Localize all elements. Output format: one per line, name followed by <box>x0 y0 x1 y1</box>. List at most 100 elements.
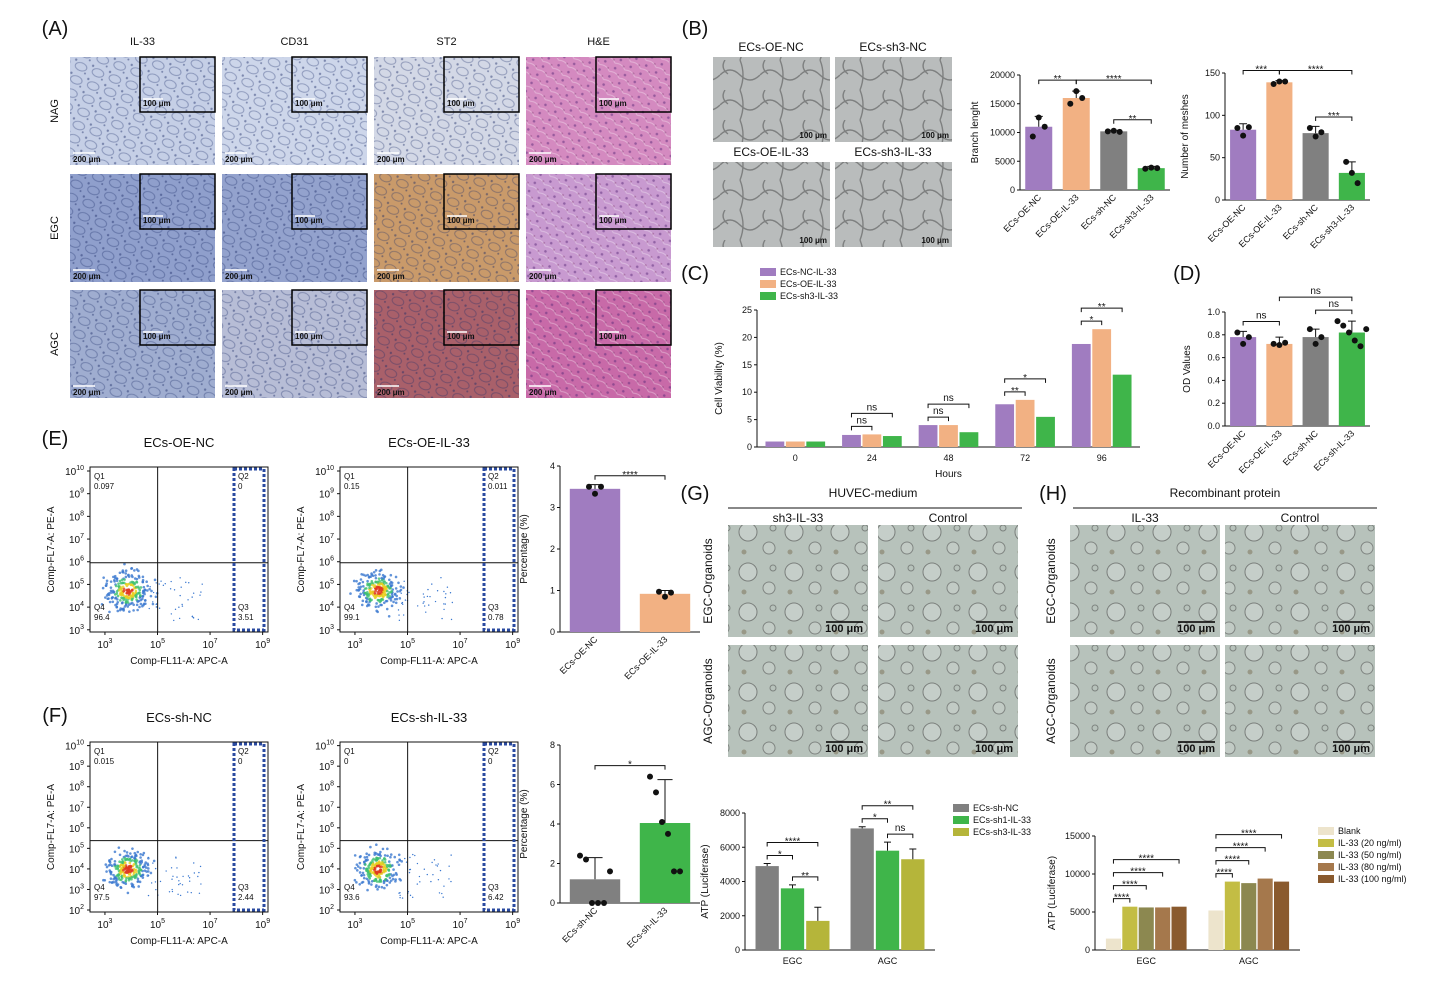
event-dot <box>386 847 389 851</box>
y-tick-label: 0 <box>735 945 740 955</box>
event-dot <box>141 595 145 598</box>
significance-label: **** <box>1216 868 1232 879</box>
event-dot <box>130 882 134 886</box>
event-dot <box>130 588 134 592</box>
event-dot <box>379 592 382 596</box>
data-point <box>1340 322 1347 329</box>
event-dot <box>355 869 359 872</box>
event-dot <box>125 851 129 854</box>
tick-label: 106 <box>319 822 334 835</box>
event-dot <box>390 589 393 593</box>
tick-label: 109 <box>69 488 84 501</box>
y-tick-label: 0 <box>550 627 555 637</box>
event-dot <box>386 592 390 596</box>
event-dot <box>379 603 382 607</box>
x-axis-label: Comp-FL11-A: APC-A <box>380 936 478 947</box>
event-dot <box>142 585 146 589</box>
data-point <box>1282 339 1289 346</box>
event-dot <box>435 864 437 866</box>
tick-label: 108 <box>69 781 84 794</box>
tick-exponent: 5 <box>330 578 334 585</box>
event-dot <box>119 586 123 590</box>
event-dot <box>388 597 391 600</box>
inset-texture <box>139 289 216 346</box>
event-dot <box>373 864 377 867</box>
event-dot <box>136 850 140 854</box>
event-dot <box>367 875 371 879</box>
event-dot <box>374 885 378 889</box>
event-dot <box>200 591 202 593</box>
event-dot <box>109 863 112 867</box>
scale-label: 200 μm <box>225 388 253 397</box>
legend-label: IL-33 (20 ng/ml) <box>1338 838 1402 848</box>
event-dot <box>374 877 378 881</box>
event-dot <box>131 595 135 599</box>
event-dot <box>129 583 133 587</box>
quadrant-value: 0.015 <box>94 757 115 766</box>
event-dot <box>109 877 113 880</box>
tick-base: 10 <box>319 580 331 591</box>
event-dot <box>404 599 407 601</box>
event-dot <box>128 589 131 592</box>
event-dot <box>109 871 112 874</box>
event-dot <box>402 603 404 605</box>
significance-label: ** <box>1129 114 1137 125</box>
y-tick-label: 0.0 <box>1207 421 1220 431</box>
bar <box>901 859 925 950</box>
data-point <box>1334 318 1341 325</box>
event-dot <box>178 617 181 620</box>
quadrant-name: Q3 <box>238 883 249 892</box>
event-dot <box>138 596 142 599</box>
panel-label: (A) <box>42 18 69 40</box>
tick-label: 109 <box>69 760 84 773</box>
tick-base: 10 <box>400 640 412 651</box>
event-dot <box>138 864 142 867</box>
event-dot <box>353 878 357 882</box>
legend-swatch <box>1318 827 1334 835</box>
event-dot <box>141 865 145 869</box>
error-bar <box>884 841 891 851</box>
panel-label: (B) <box>682 18 709 40</box>
bar <box>862 434 882 447</box>
bar <box>569 879 621 903</box>
tick-base: 10 <box>69 558 81 569</box>
event-dot <box>104 863 108 866</box>
event-dot <box>134 868 138 872</box>
event-dot <box>112 590 116 594</box>
y-axis-label: ATP (Luciferase) <box>1047 856 1058 930</box>
scale-label: 100 μm <box>921 131 949 140</box>
event-dot <box>386 584 390 588</box>
legend-swatch <box>1318 863 1334 871</box>
event-dot <box>423 605 426 607</box>
event-dot <box>175 857 177 859</box>
y-axis-label: Cell Viability (%) <box>714 342 725 415</box>
error-bar <box>789 884 796 889</box>
significance-bracket <box>1215 834 1283 839</box>
column-header: sh3-IL-33 <box>773 511 824 525</box>
tick-base: 10 <box>453 640 465 651</box>
legend-swatch <box>953 804 969 812</box>
event-dot <box>123 856 127 860</box>
event-dot <box>115 605 119 609</box>
panel-header: Recombinant protein <box>1170 486 1281 500</box>
significance-bracket <box>1278 69 1353 75</box>
event-dot <box>374 574 377 577</box>
event-dot <box>100 602 104 606</box>
scale-label: 100 μm <box>599 216 627 225</box>
event-dot <box>152 591 155 594</box>
inset-texture <box>595 289 672 346</box>
event-dot <box>368 582 371 586</box>
event-dot <box>357 589 360 592</box>
event-dot <box>380 576 383 580</box>
event-dot <box>389 853 393 856</box>
significance-bracket <box>766 842 819 847</box>
data-point <box>1357 343 1364 350</box>
legend-swatch <box>1318 851 1334 859</box>
significance-bracket <box>766 855 793 860</box>
event-dot <box>121 570 124 574</box>
y-axis-label: Comp-FL7-A: PE-A <box>46 784 57 870</box>
event-dot <box>165 870 167 872</box>
event-dot <box>130 875 133 879</box>
scale-label: 200 μm <box>377 388 405 397</box>
